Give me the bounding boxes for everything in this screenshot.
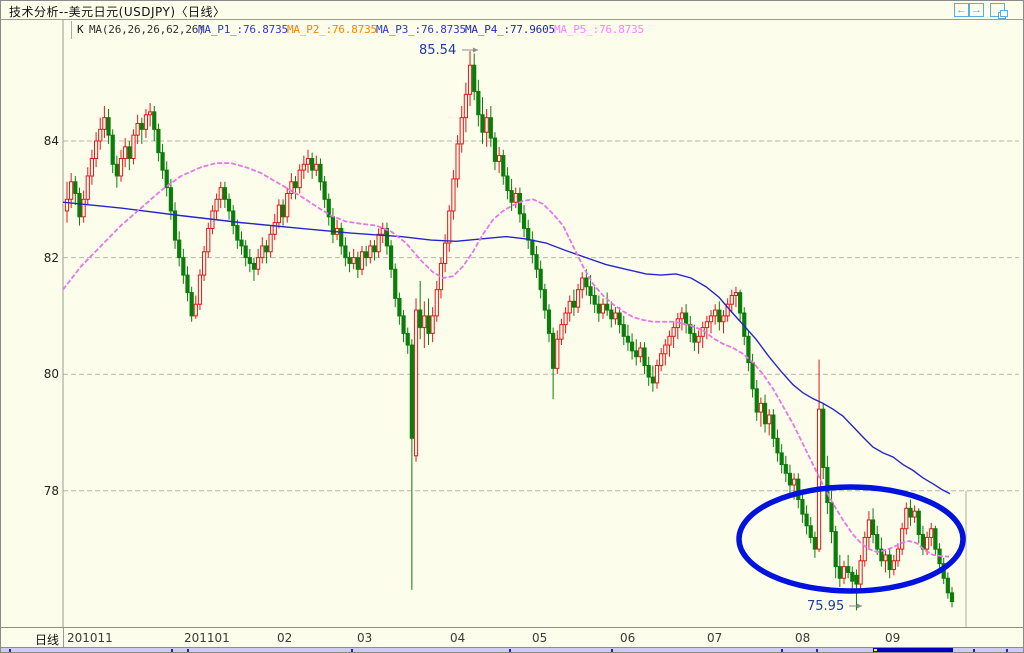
legend-ma-p3: MA_P3_:76.8735: [376, 23, 466, 36]
time-axis: 日线 201011 201101 02 03 04 05 06 07 08 09: [1, 627, 1023, 648]
volume-pane-sliver: [1, 648, 1023, 652]
legend-ma-p1: MA_P1_:76.8735: [198, 23, 288, 36]
volume-tick: [973, 649, 975, 652]
page-title: 技术分析--美元日元(USDJPY)〈日线〉: [9, 5, 226, 19]
legend-k-label: K: [77, 23, 84, 36]
cascade-windows-button[interactable]: [990, 3, 1008, 19]
time-tick-label: 02: [277, 631, 293, 645]
time-tick-label: 06: [620, 631, 636, 645]
time-tick-label: 201011: [67, 631, 113, 645]
price-tick-label: 80: [43, 367, 59, 382]
yellow-marker: [874, 649, 877, 651]
volume-tick: [781, 649, 783, 652]
forward-arrow-button[interactable]: →: [969, 3, 984, 17]
price-tick-label: 84: [43, 134, 59, 148]
volume-tick: [171, 649, 173, 652]
time-tick-label: 09: [885, 631, 901, 645]
period-label: 日线: [35, 633, 60, 647]
time-tick-label: 04: [450, 631, 466, 645]
time-tick-label: 08: [795, 631, 811, 645]
time-tick-label: 201101: [184, 631, 230, 645]
title-bar: 技术分析--美元日元(USDJPY)〈日线〉 ← →: [1, 1, 1023, 20]
legend-ma-p4: MA_P4_:77.9605: [465, 23, 555, 36]
scroll-thumb[interactable]: [873, 648, 953, 652]
legend-separator: [71, 21, 72, 39]
price-tick-label: 78: [43, 483, 59, 498]
svg-text:75.95: 75.95: [807, 599, 844, 614]
legend-ma-params: MA(26,26,26,62,26): [89, 23, 205, 36]
indicator-legend: K MA(26,26,26,62,26) MA_P1_:76.8735 MA_P…: [1, 21, 1023, 39]
price-tick-label: 82: [43, 250, 59, 265]
volume-tick: [816, 649, 818, 652]
time-axis-separator: [63, 628, 64, 647]
svg-text:85.54: 85.54: [419, 43, 456, 58]
time-tick-label: 03: [357, 631, 373, 645]
volume-tick: [509, 649, 511, 652]
volume-tick: [1006, 649, 1008, 652]
volume-tick: [611, 649, 613, 652]
volume-tick: [351, 649, 353, 652]
volume-tick: [187, 649, 189, 652]
legend-ma-p2: MA_P2_:76.8735: [287, 23, 377, 36]
time-tick-label: 07: [707, 631, 723, 645]
legend-ma-p5: MA_P5_:76.8735: [554, 23, 644, 36]
back-arrow-button[interactable]: ←: [954, 3, 969, 17]
volume-tick: [9, 649, 11, 652]
time-tick-label: 05: [532, 631, 548, 645]
